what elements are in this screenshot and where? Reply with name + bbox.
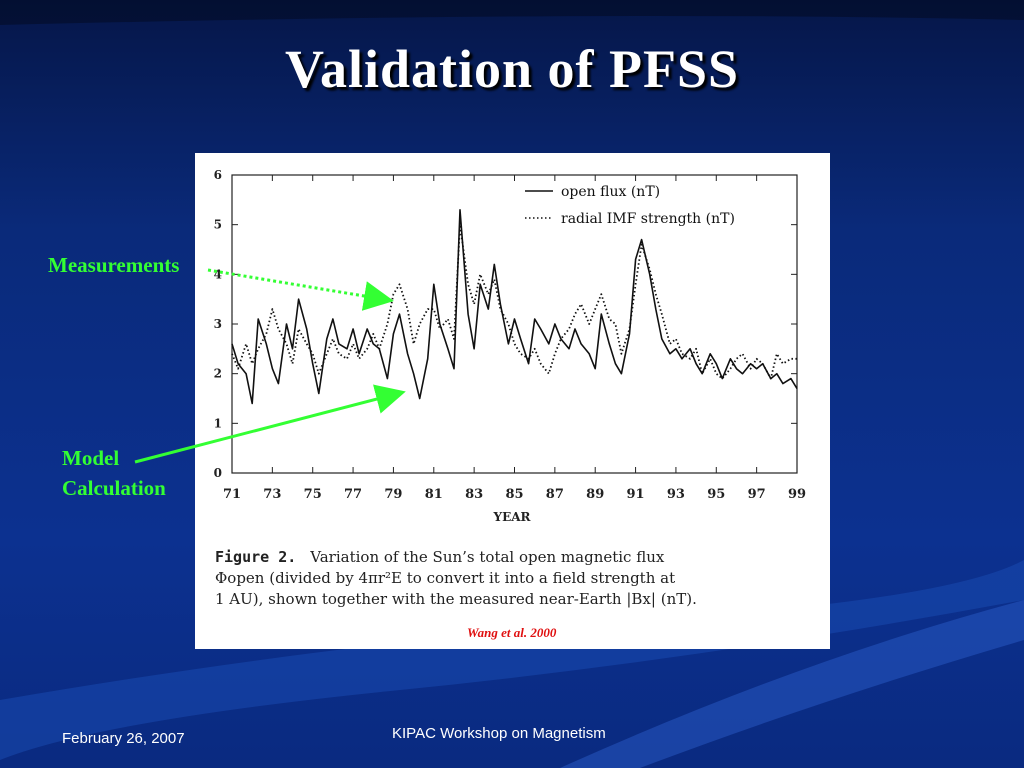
x-tick-label: 75 [304,487,322,502]
x-tick-label: 87 [546,487,564,502]
x-tick-label: 85 [505,487,523,502]
caption-line-1: Variation of the Sun’s total open magnet… [310,548,665,566]
annotation-model-line2: Calculation [62,476,166,500]
x-tick-label: 99 [788,487,806,502]
y-tick-label: 6 [214,168,222,182]
y-tick-label: 1 [214,416,222,430]
slide-title: Validation of PFSS [284,39,740,99]
measurements-arrow [207,268,394,311]
annotation-model-line1: Model [62,446,120,470]
legend-label-0: open flux (nT) [561,184,660,200]
x-tick-label: 79 [384,487,402,502]
figure-panel: 71 73 75 77 79 81 83 85 87 89 91 93 95 97 99 0 1 2 3 4 5 6 YEA… [195,153,830,649]
x-tick-label: 71 [223,487,241,502]
y-tick-label: 4 [214,267,222,281]
model-arrow [134,384,406,464]
caption-label: Figure 2. [215,548,297,566]
x-tick-label: 81 [425,487,443,502]
x-tick-label: 91 [627,487,645,502]
annotation-measurements: Measurements [48,253,180,277]
caption-line-3: 1 AU), shown together with the measured … [215,590,697,608]
y-tick-label: 5 [214,218,222,232]
x-tick-label: 73 [263,487,281,502]
y-tick-label: 2 [214,367,222,381]
y-tick-label: 3 [214,317,222,331]
x-tick-label: 97 [748,487,766,502]
footer-date: February 26, 2007 [62,730,185,747]
series-line-0 [231,208,798,405]
footer-event: KIPAC Workshop on Magnetism [392,725,606,742]
x-axis-label: YEAR [493,510,532,524]
y-tick-label: 0 [214,466,222,480]
figure-caption: Figure 2. Variation of the Sun’s total op… [215,547,815,610]
x-tick-label: 77 [344,487,362,502]
x-tick-label: 83 [465,487,483,502]
x-tick-label: 93 [667,487,685,502]
citation: Wang et al. 2000 [467,625,557,640]
legend-label-1: radial IMF strength (nT) [561,211,735,227]
x-tick-label: 95 [707,487,725,502]
chart-svg: 71 73 75 77 79 81 83 85 87 89 91 93 95 97 99 0 1 2 3 4 5 6 YEA… [214,168,806,524]
caption-line-2: Φopen (divided by 4πr²E to convert it in… [215,569,676,587]
x-tick-label: 89 [586,487,604,502]
